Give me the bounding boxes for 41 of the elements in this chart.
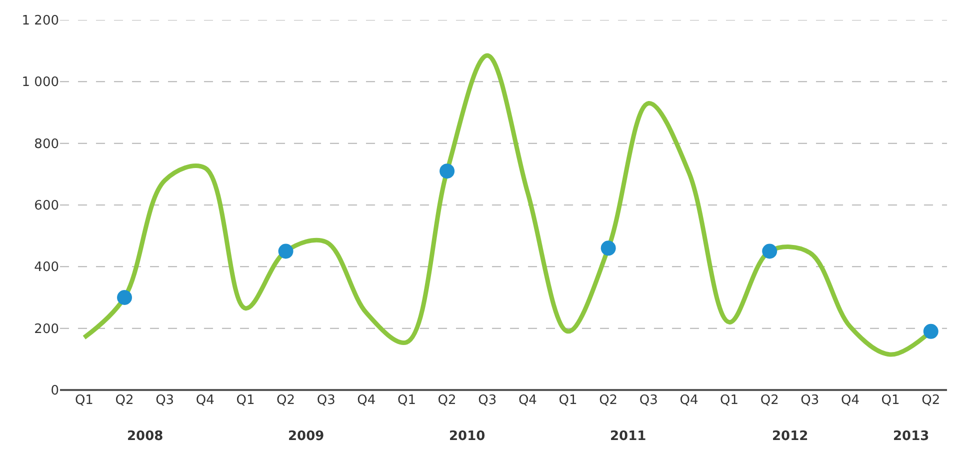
x-tick-label: Q4 <box>840 393 860 408</box>
text: 2012 <box>772 429 808 444</box>
x-tick-label: Q2 <box>115 393 134 408</box>
x-tick-label: Q2 <box>276 393 296 408</box>
x-tick-label: Q3 <box>156 393 174 408</box>
x-tick-label: Q3 <box>639 393 658 408</box>
text: 2010 <box>449 429 486 444</box>
text: 2009 <box>288 429 324 444</box>
y-tick-label: 1 200 <box>22 14 59 29</box>
point <box>117 290 132 305</box>
y-tick-label: 800 <box>34 136 59 152</box>
x-tick-label: Q2 <box>760 393 779 408</box>
x-tick-label: Q2 <box>438 393 456 408</box>
x-tick-label: Q3 <box>478 393 497 408</box>
y-tick-label: 400 <box>34 260 59 276</box>
y-tick-label: 200 <box>34 322 59 337</box>
x-tick-label: Q1 <box>881 393 900 408</box>
text: 2013 <box>893 429 930 444</box>
x-tick-label: Q4 <box>680 393 698 408</box>
x-tick-label: Q4 <box>357 393 376 408</box>
x-tick-label: Q2 <box>922 393 940 408</box>
x-tick-label: Q1 <box>236 393 255 408</box>
x-tick-label: Q4 <box>518 393 537 408</box>
y-tick-label: 600 <box>34 198 59 214</box>
point <box>923 324 938 339</box>
y-tick-label: 1 000 <box>22 75 59 90</box>
x-tick-label: Q4 <box>196 393 214 408</box>
x-tick-label: Q1 <box>397 393 416 408</box>
text: 2011 <box>610 429 646 444</box>
point <box>440 164 455 179</box>
x-tick-label: Q1 <box>720 393 739 408</box>
text: 2008 <box>127 429 164 444</box>
x-tick-label: Q3 <box>800 393 820 408</box>
x-tick-label: Q3 <box>316 393 336 408</box>
x-tick-label: Q2 <box>599 393 618 408</box>
point <box>278 244 294 259</box>
y-tick-label: 0 <box>50 384 59 399</box>
x-tick-label: Q1 <box>74 393 94 408</box>
point <box>762 244 778 259</box>
x-tick-label: Q1 <box>558 393 578 408</box>
point <box>600 240 616 256</box>
